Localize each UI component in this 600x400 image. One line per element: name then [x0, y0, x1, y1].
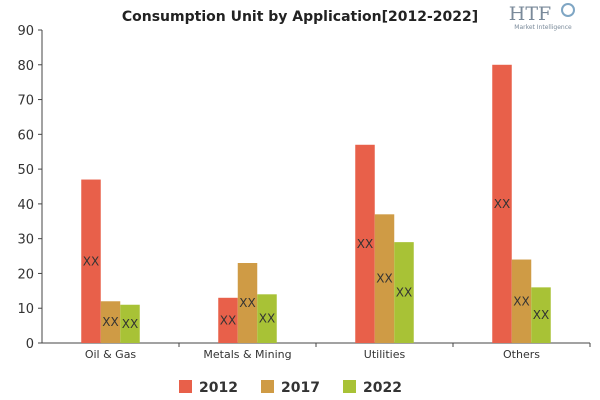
legend-label-2022: 2022	[363, 380, 402, 396]
bar-2022	[531, 287, 551, 343]
data-label: XX	[396, 286, 412, 300]
chart-legend: 2012 2017 2022	[179, 380, 402, 396]
data-label: XX	[220, 313, 236, 327]
legend-label-2017: 2017	[281, 380, 320, 396]
globe-icon	[561, 3, 575, 17]
bar-2022	[257, 294, 277, 343]
y-tick-label: 90	[17, 24, 34, 39]
bar-2017	[511, 259, 532, 343]
data-label: XX	[533, 308, 549, 322]
legend-swatch-2012	[179, 380, 192, 393]
x-tick-label: Utilities	[364, 348, 406, 361]
y-tick-label: 50	[17, 163, 34, 178]
data-label: XX	[122, 317, 138, 331]
data-label: XX	[239, 296, 255, 310]
bar-2022	[394, 242, 414, 343]
y-tick-label: 40	[17, 198, 34, 213]
bar-2017	[237, 263, 258, 343]
y-tick-label: 80	[17, 59, 34, 74]
logo-subtitle: Market Intelligence	[514, 24, 572, 31]
y-tick-label: 30	[17, 233, 34, 248]
bar-2012	[81, 179, 101, 343]
bar-2017	[374, 214, 395, 343]
data-label: XX	[513, 294, 529, 308]
logo-text: HTF	[509, 3, 551, 25]
bar-2012	[355, 144, 375, 343]
y-tick-label: 60	[17, 128, 34, 143]
legend-swatch-2022	[343, 380, 356, 393]
data-label: XX	[83, 254, 99, 268]
htf-logo: HTF Market Intelligence	[509, 3, 575, 31]
data-label: XX	[259, 312, 275, 326]
y-tick-label: 0	[26, 337, 34, 352]
data-label: XX	[357, 237, 373, 251]
y-tick-label: 20	[17, 267, 34, 282]
data-label: XX	[494, 197, 510, 211]
legend-label-2012: 2012	[199, 380, 238, 396]
bar-2017	[100, 301, 121, 343]
bar-2012	[218, 297, 238, 343]
data-label: XX	[102, 315, 118, 329]
y-tick-label: 70	[17, 94, 34, 109]
data-label: XX	[376, 272, 392, 286]
x-tick-label: Oil & Gas	[85, 348, 137, 361]
y-tick-label: 10	[17, 302, 34, 317]
x-tick-label: Metals & Mining	[203, 348, 291, 361]
chart-title: Consumption Unit by Application[2012-202…	[122, 9, 478, 25]
x-tick-label: Others	[503, 348, 540, 361]
bar-2012	[492, 64, 512, 344]
bar-2022	[120, 304, 140, 343]
legend-swatch-2017	[261, 380, 274, 393]
